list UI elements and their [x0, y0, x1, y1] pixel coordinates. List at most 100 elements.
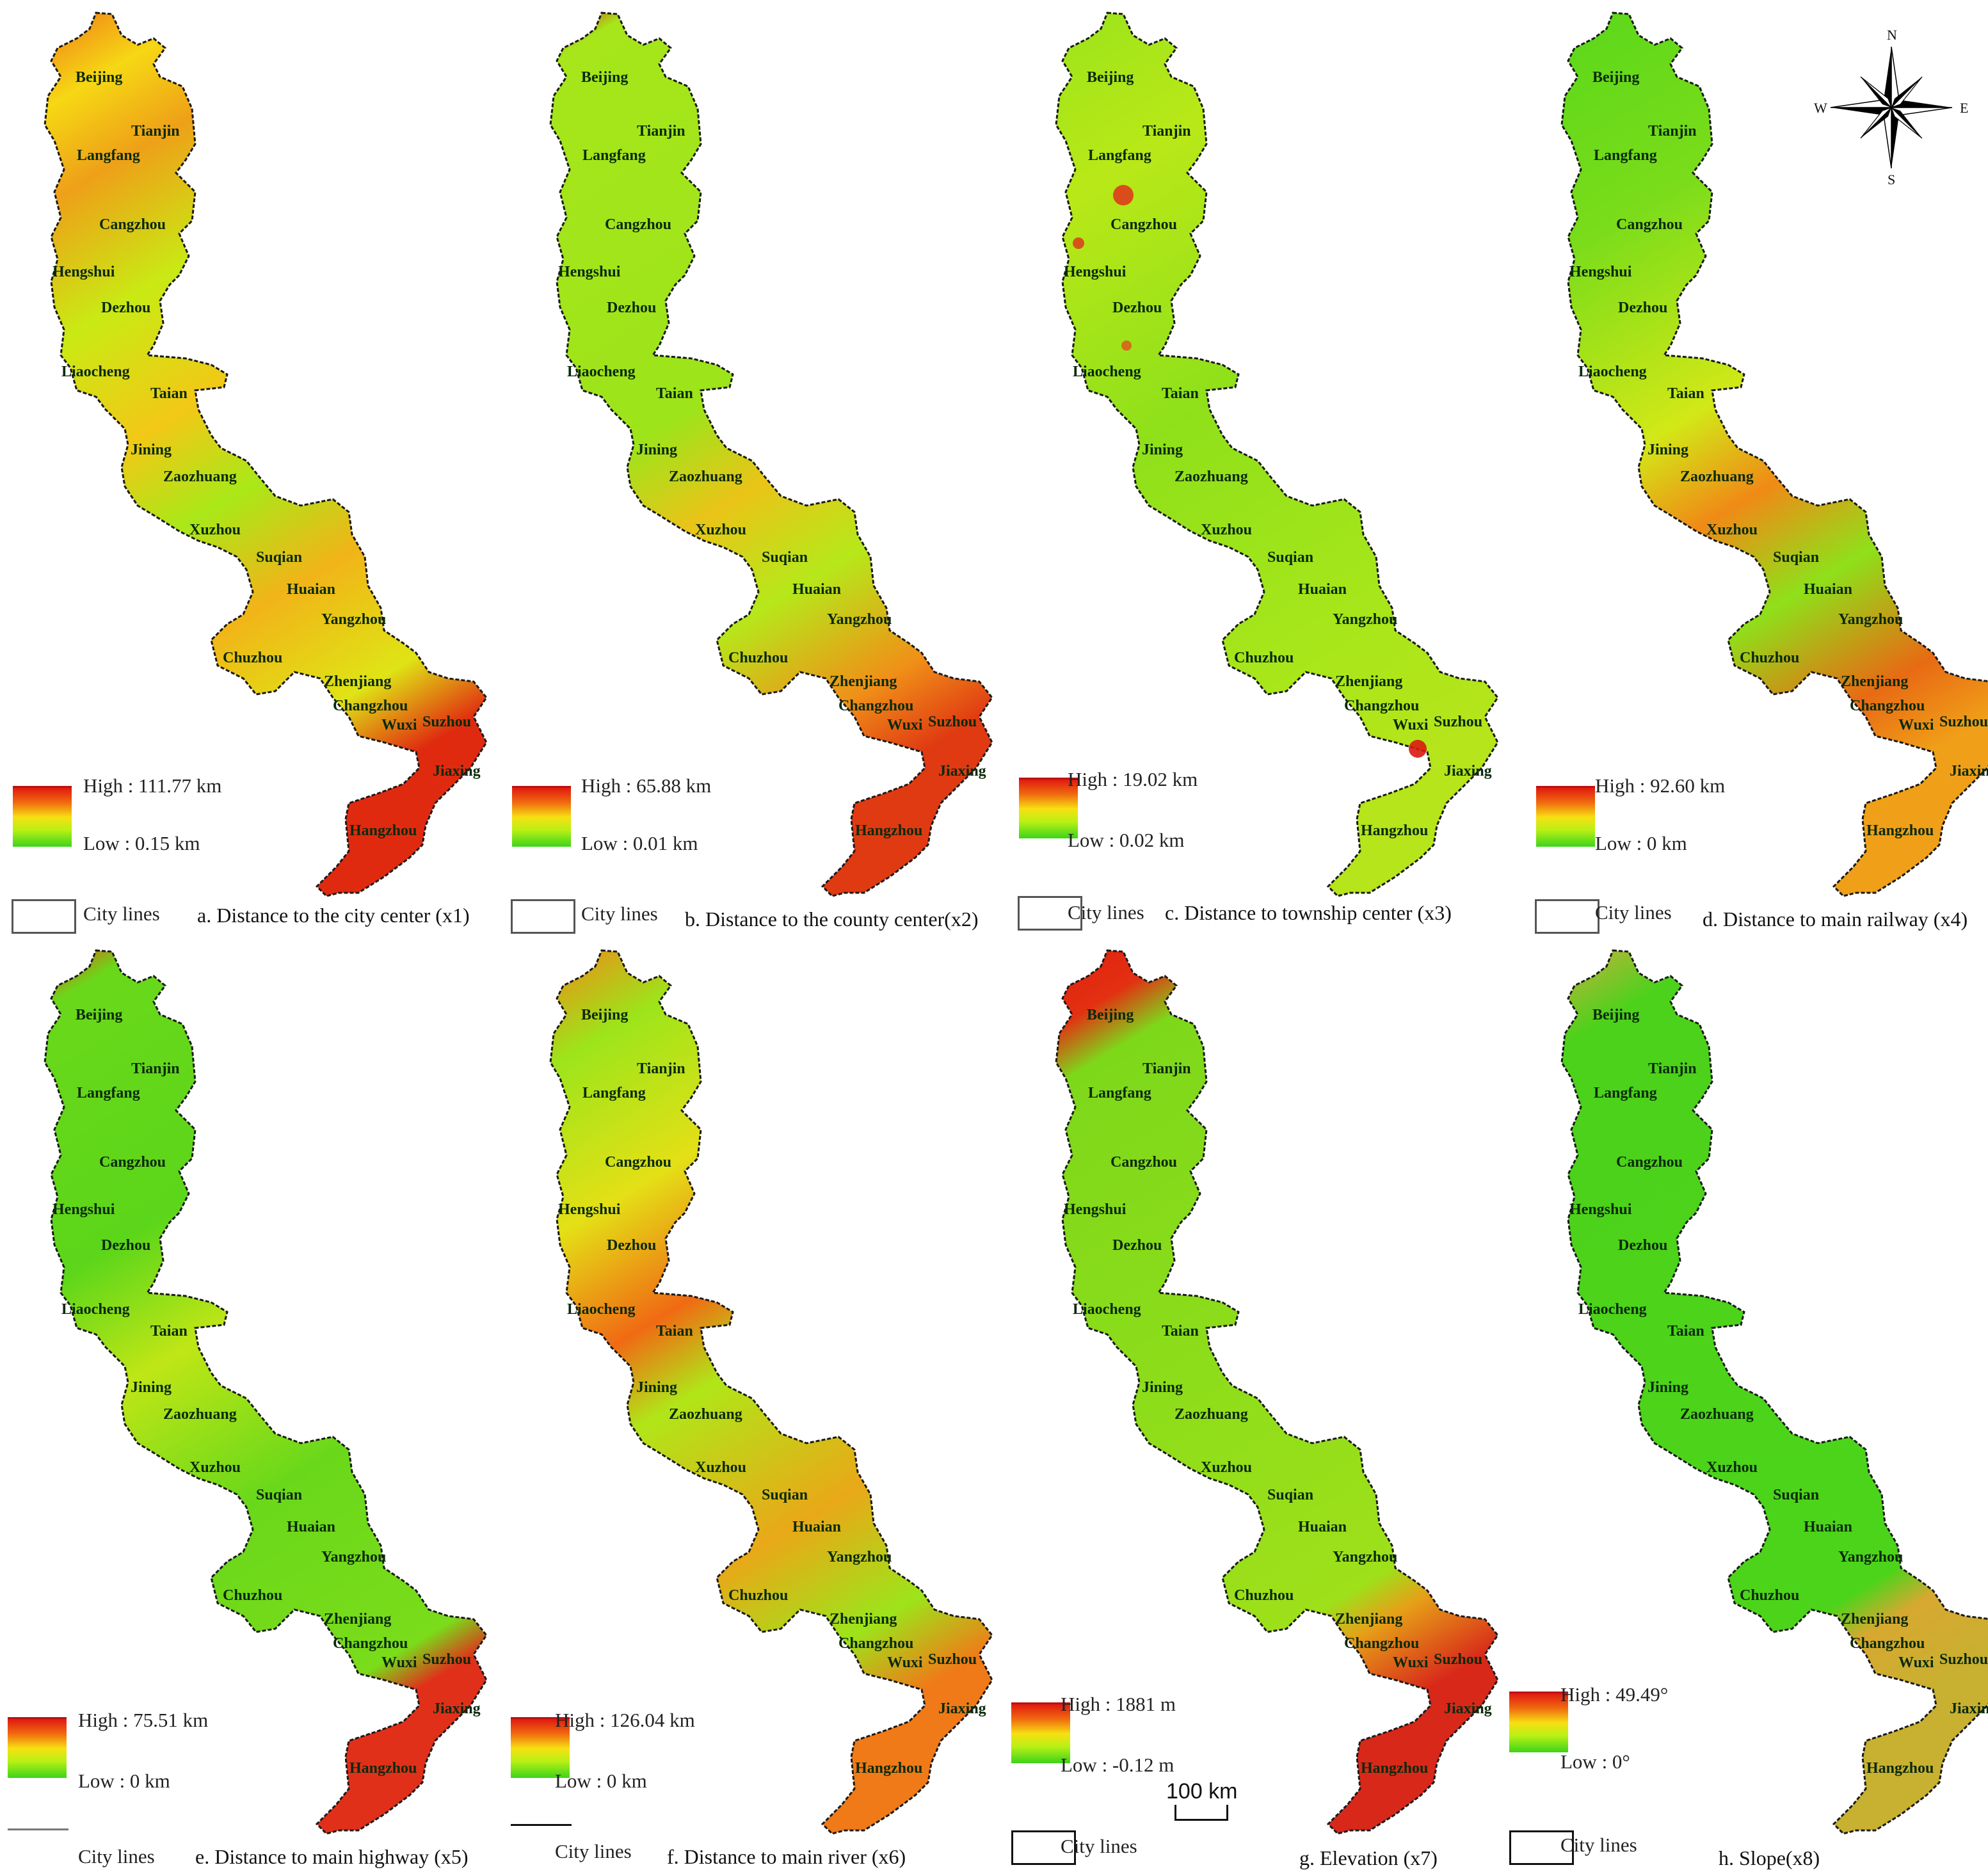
svg-text:Huaian: Huaian: [287, 581, 335, 598]
svg-text:Suzhou: Suzhou: [1434, 714, 1482, 730]
city-labels: Beijing Tianjin Langfang Cangzhou Hengsh…: [1064, 1007, 1492, 1777]
svg-text:Wuxi: Wuxi: [1393, 1654, 1429, 1671]
legend-high-value: High : 92.60 km: [1595, 774, 1726, 797]
svg-text:Dezhou: Dezhou: [1618, 1237, 1667, 1254]
svg-text:Cangzhou: Cangzhou: [99, 216, 166, 233]
svg-text:Suzhou: Suzhou: [928, 714, 977, 730]
legend-color-ramp: [1019, 778, 1078, 838]
legend-high-value: High : 65.88 km: [581, 774, 712, 797]
svg-text:Wuxi: Wuxi: [1393, 717, 1429, 733]
legend-color-ramp: [1509, 1692, 1568, 1752]
svg-text:E: E: [1960, 100, 1968, 116]
svg-text:Cangzhou: Cangzhou: [1616, 1154, 1683, 1171]
svg-text:Jining: Jining: [131, 1379, 172, 1396]
svg-text:Liaocheng: Liaocheng: [1073, 1301, 1141, 1318]
svg-text:N: N: [1887, 27, 1897, 43]
svg-text:Cangzhou: Cangzhou: [99, 1154, 166, 1171]
north-arrow-icon: N S E W: [1814, 27, 1968, 186]
legend-low-value: Low : 0.01 km: [581, 832, 698, 854]
svg-text:Zaozhuang: Zaozhuang: [669, 468, 742, 485]
svg-text:Huaian: Huaian: [792, 1519, 841, 1535]
svg-text:Chuzhou: Chuzhou: [1740, 650, 1799, 666]
svg-text:Wuxi: Wuxi: [381, 1654, 417, 1671]
svg-text:Taian: Taian: [150, 1323, 188, 1340]
legend-high-value: High : 126.04 km: [555, 1709, 695, 1731]
legend-city-lines-label: City lines: [581, 902, 658, 925]
legend-low-value: Low : -0.12 m: [1061, 1754, 1174, 1776]
svg-text:Chuzhou: Chuzhou: [223, 1587, 282, 1604]
svg-text:Suzhou: Suzhou: [1939, 1651, 1988, 1668]
svg-text:W: W: [1814, 100, 1827, 116]
legend-color-ramp: [13, 786, 72, 847]
svg-text:Hangzhou: Hangzhou: [855, 1760, 922, 1777]
map-panel-h: Beijing Tianjin Langfang Cangzhou Hengsh…: [1509, 938, 1988, 1872]
svg-text:Liaocheng: Liaocheng: [1073, 364, 1141, 380]
svg-text:Liaocheng: Liaocheng: [567, 364, 636, 380]
svg-text:Liaocheng: Liaocheng: [61, 364, 130, 380]
svg-text:Hengshui: Hengshui: [558, 264, 621, 280]
svg-text:Hangzhou: Hangzhou: [1361, 1760, 1428, 1777]
legend-city-lines-swatch: [1535, 899, 1599, 934]
svg-text:Jiaxing: Jiaxing: [938, 1700, 986, 1717]
svg-text:Taian: Taian: [150, 385, 188, 402]
svg-text:Jining: Jining: [1142, 1379, 1183, 1396]
legend-city-lines-label: City lines: [1061, 1835, 1137, 1857]
svg-text:Changzhou: Changzhou: [838, 1635, 913, 1652]
svg-text:Suzhou: Suzhou: [422, 714, 471, 730]
legend-high-value: High : 19.02 km: [1068, 768, 1198, 790]
svg-text:Taian: Taian: [656, 385, 693, 402]
svg-text:Zhenjiang: Zhenjiang: [830, 1611, 897, 1628]
svg-text:Cangzhou: Cangzhou: [1110, 1154, 1177, 1171]
city-labels: Beijing Tianjin Langfang Cangzhou Hengsh…: [558, 69, 986, 839]
panel-caption: f. Distance to main river (x6): [667, 1845, 906, 1868]
legend-color-ramp: [512, 786, 571, 847]
svg-text:Hengshui: Hengshui: [558, 1201, 621, 1218]
svg-text:Zaozhuang: Zaozhuang: [1680, 468, 1754, 485]
svg-text:Huaian: Huaian: [1804, 1519, 1852, 1535]
legend-city-lines-swatch: [1509, 1830, 1574, 1865]
svg-text:Taian: Taian: [656, 1323, 693, 1340]
legend-city-lines-label: City lines: [78, 1845, 155, 1868]
map-d: Beijing Tianjin Langfang Cangzhou Hengsh…: [1560, 12, 1988, 897]
svg-text:Beijing: Beijing: [76, 1007, 122, 1023]
legend-city-lines-swatch: [511, 899, 575, 934]
svg-text:Suzhou: Suzhou: [928, 1651, 977, 1668]
svg-text:Tianjin: Tianjin: [637, 123, 685, 140]
legend-city-lines-swatch: [511, 1824, 572, 1826]
svg-text:Beijing: Beijing: [76, 69, 122, 86]
svg-text:Chuzhou: Chuzhou: [223, 650, 282, 666]
svg-text:Hengshui: Hengshui: [1064, 1201, 1126, 1218]
legend-low-value: Low : 0.02 km: [1068, 829, 1185, 851]
map-panel-e: Beijing Tianjin Langfang Cangzhou Hengsh…: [0, 938, 499, 1872]
svg-text:Yangzhou: Yangzhou: [1838, 1549, 1903, 1565]
svg-text:Tianjin: Tianjin: [131, 1060, 180, 1077]
svg-text:Liaocheng: Liaocheng: [61, 1301, 130, 1318]
svg-text:Beijing: Beijing: [1592, 69, 1639, 86]
svg-text:Jining: Jining: [1647, 1379, 1688, 1396]
svg-text:Changzhou: Changzhou: [1850, 1635, 1925, 1652]
svg-text:Huaian: Huaian: [287, 1519, 335, 1535]
svg-text:Wuxi: Wuxi: [1898, 1654, 1934, 1671]
svg-text:Beijing: Beijing: [581, 69, 628, 86]
legend-city-lines-label: City lines: [555, 1840, 632, 1862]
svg-text:S: S: [1888, 172, 1895, 186]
city-labels: Beijing Tianjin Langfang Cangzhou Hengsh…: [558, 1007, 986, 1777]
svg-text:Dezhou: Dezhou: [607, 300, 656, 316]
map-panel-c: Beijing Tianjin Langfang Cangzhou Hengsh…: [1011, 0, 1511, 934]
svg-text:Jiaxing: Jiaxing: [433, 1700, 481, 1717]
svg-text:Yangzhou: Yangzhou: [827, 611, 892, 628]
legend-high-value: High : 49.49°: [1560, 1683, 1669, 1706]
svg-text:Hangzhou: Hangzhou: [1866, 1760, 1934, 1777]
map-panel-d: Beijing Tianjin Langfang Cangzhou Hengsh…: [1517, 0, 1988, 934]
legend-city-lines-swatch: [1018, 896, 1082, 931]
map-panel-b: Beijing Tianjin Langfang Cangzhou Hengsh…: [506, 0, 1005, 934]
legend-low-value: Low : 0.15 km: [83, 832, 200, 854]
svg-text:Taian: Taian: [1667, 1323, 1704, 1340]
svg-text:Hengshui: Hengshui: [1569, 264, 1632, 280]
legend-color-ramp: [1011, 1702, 1070, 1763]
legend-city-lines-swatch: [12, 899, 76, 934]
svg-text:Jiaxing: Jiaxing: [433, 763, 481, 780]
svg-text:Zhenjiang: Zhenjiang: [324, 673, 391, 690]
legend-high-value: High : 75.51 km: [78, 1709, 209, 1731]
svg-text:Beijing: Beijing: [1087, 1007, 1134, 1023]
